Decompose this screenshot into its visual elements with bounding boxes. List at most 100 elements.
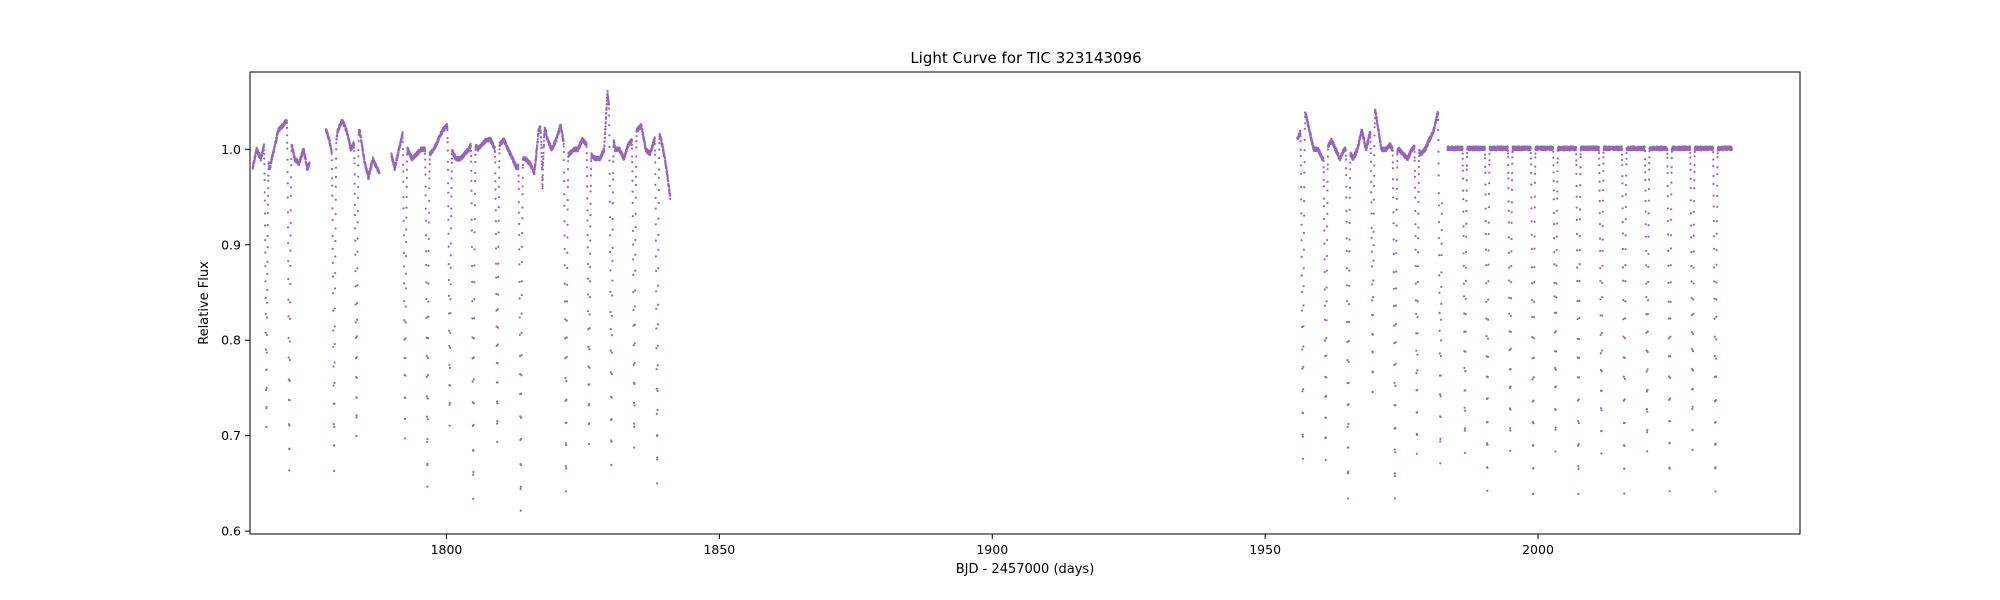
flux-point xyxy=(391,156,394,159)
flux-point xyxy=(356,221,359,224)
flux-point xyxy=(633,323,636,326)
flux-point xyxy=(635,139,638,143)
flux-point xyxy=(1414,234,1417,238)
flux-point xyxy=(332,384,335,387)
flux-point xyxy=(472,402,475,405)
flux-point xyxy=(1439,440,1442,443)
flux-point xyxy=(331,207,334,210)
flux-point xyxy=(472,473,475,476)
flux-point xyxy=(264,251,267,254)
flux-point xyxy=(356,267,359,270)
flux-point xyxy=(633,382,636,385)
flux-point xyxy=(262,143,266,146)
flux-point xyxy=(361,147,364,150)
flux-point xyxy=(404,321,407,324)
flux-point xyxy=(1394,404,1397,407)
flux-point xyxy=(1416,332,1419,335)
flux-point xyxy=(563,300,567,303)
flux-point xyxy=(1395,270,1398,273)
flux-point xyxy=(589,190,592,193)
flux-point xyxy=(497,176,501,179)
flux-point xyxy=(290,157,293,161)
flux-point xyxy=(354,227,357,230)
flux-point xyxy=(656,323,660,326)
flux-point xyxy=(427,249,430,253)
flux-point xyxy=(519,437,523,440)
flux-point xyxy=(354,239,357,242)
flux-point xyxy=(1347,497,1350,500)
flux-point xyxy=(472,356,475,359)
flux-point xyxy=(267,174,270,177)
flux-point xyxy=(493,146,496,149)
flux-point xyxy=(1369,152,1372,155)
flux-point xyxy=(1326,148,1330,151)
flux-point xyxy=(1438,311,1441,314)
flux-point xyxy=(1370,236,1373,239)
flux-point xyxy=(542,157,545,161)
flux-point xyxy=(390,154,394,157)
flux-point xyxy=(540,160,543,163)
flux-point xyxy=(402,170,405,173)
flux-point xyxy=(634,289,637,292)
flux-point xyxy=(292,149,295,152)
flux-point xyxy=(1416,369,1419,372)
flux-point xyxy=(1439,437,1442,440)
flux-point xyxy=(517,165,520,169)
flux-point xyxy=(367,177,370,181)
flux-point xyxy=(520,312,523,315)
flux-point xyxy=(586,185,589,188)
flux-point xyxy=(425,395,429,398)
flux-point xyxy=(1413,144,1416,147)
flux-point xyxy=(610,463,613,466)
flux-point xyxy=(653,137,656,140)
flux-point xyxy=(562,138,565,142)
flux-point xyxy=(603,144,606,147)
flux-point xyxy=(266,234,269,238)
flux-point xyxy=(1347,320,1351,323)
flux-point xyxy=(612,155,615,158)
flux-point xyxy=(1417,190,1420,193)
flux-point xyxy=(669,194,672,197)
flux-point xyxy=(426,462,429,465)
flux-point xyxy=(497,205,500,209)
flux-point xyxy=(263,212,267,215)
flux-point xyxy=(562,145,565,148)
flux-point xyxy=(1438,254,1441,257)
flux-point xyxy=(610,418,613,421)
flux-point xyxy=(1440,318,1443,321)
flux-point xyxy=(1392,305,1396,308)
flux-point xyxy=(425,354,428,358)
flux-point xyxy=(292,152,295,155)
flux-point xyxy=(423,152,427,156)
flux-point xyxy=(354,321,357,324)
light-curve-segment xyxy=(251,89,672,512)
flux-point xyxy=(587,310,590,313)
flux-point xyxy=(353,213,357,217)
flux-point xyxy=(332,365,335,368)
flux-point xyxy=(428,177,431,180)
flux-point xyxy=(589,239,592,242)
flux-point xyxy=(542,161,545,165)
flux-point xyxy=(449,266,452,269)
flux-point xyxy=(560,131,564,134)
flux-point xyxy=(424,250,428,253)
flux-point xyxy=(263,199,266,202)
flux-point xyxy=(346,130,349,133)
flux-point xyxy=(426,485,429,488)
flux-point xyxy=(1433,129,1436,132)
flux-point xyxy=(1325,337,1328,340)
flux-point xyxy=(336,134,339,138)
flux-point xyxy=(289,186,293,189)
flux-point xyxy=(586,246,589,249)
flux-point xyxy=(426,356,430,359)
flux-point xyxy=(668,189,671,192)
flux-point xyxy=(533,172,536,175)
flux-point xyxy=(517,187,520,191)
flux-point xyxy=(474,153,477,156)
flux-point xyxy=(263,162,266,166)
flux-point xyxy=(1345,210,1348,213)
flux-point xyxy=(288,447,291,450)
flux-point xyxy=(367,175,371,179)
flux-point xyxy=(588,402,591,406)
flux-point xyxy=(1440,253,1443,257)
